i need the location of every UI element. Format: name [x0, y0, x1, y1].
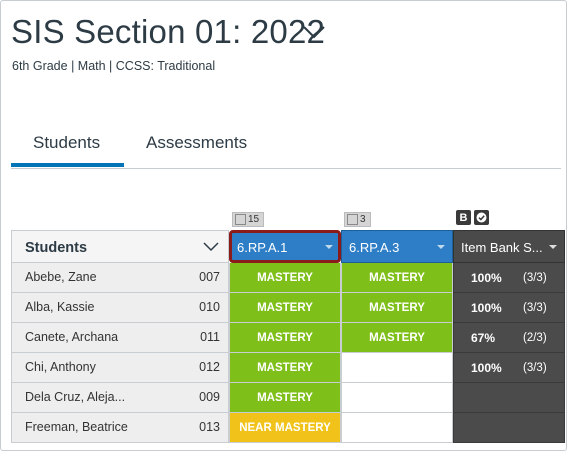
score-cell[interactable]	[341, 353, 453, 383]
student-name: Alba, Kassie	[25, 300, 95, 314]
section-title: SIS Section 01: 2022	[11, 13, 326, 50]
student-row[interactable]: Freeman, Beatrice 013	[11, 413, 229, 443]
score-percent: 100%	[471, 360, 502, 375]
caret-down-icon[interactable]	[325, 245, 333, 249]
student-id: 013	[199, 420, 220, 434]
check-circle-icon	[474, 210, 489, 225]
score-cell[interactable]: MASTERY	[229, 383, 341, 413]
score-cell[interactable]: 100% (3/3)	[453, 353, 565, 383]
student-id: 011	[200, 330, 220, 344]
score-cell[interactable]: 67% (2/3)	[453, 323, 565, 353]
document-icon	[235, 213, 246, 225]
score-fraction: (2/3)	[523, 331, 547, 344]
score-percent: 100%	[471, 270, 502, 285]
active-tab-indicator	[11, 163, 124, 167]
section-subtitle: 6th Grade | Math | CCSS: Traditional	[12, 59, 216, 73]
score-cell[interactable]	[453, 413, 565, 443]
tab-bar: Students Assessments	[11, 125, 561, 169]
score-cell[interactable]: MASTERY	[229, 353, 341, 383]
student-name: Abebe, Zane	[25, 270, 97, 284]
column-header-6rpa3[interactable]: 6.RP.A.3	[341, 230, 453, 263]
gradebook-grid: Students Abebe, Zane 007 Alba, Kassie 010 …	[11, 230, 566, 450]
column-header-label: 6.RP.A.1	[237, 240, 288, 255]
score-cell[interactable]: 100% (3/3)	[453, 293, 565, 323]
caret-down-icon[interactable]	[437, 245, 445, 249]
score-cell[interactable]: MASTERY	[341, 293, 453, 323]
assessment-count-badge: 15	[232, 211, 265, 227]
score-cell[interactable]: MASTERY	[229, 323, 341, 353]
score-cell[interactable]: MASTERY	[341, 323, 453, 353]
student-id: 009	[199, 390, 220, 404]
score-fraction: (3/3)	[523, 301, 547, 314]
student-name: Dela Cruz, Aleja...	[25, 390, 126, 404]
student-name: Freeman, Beatrice	[25, 420, 128, 434]
score-fraction: (3/3)	[523, 271, 547, 284]
column-header-6rpa1[interactable]: 6.RP.A.1	[229, 230, 341, 263]
score-cell[interactable]	[341, 413, 453, 443]
score-cell[interactable]	[453, 383, 565, 413]
student-id: 007	[199, 270, 220, 284]
score-cell[interactable]: 100% (3/3)	[453, 263, 565, 293]
student-row[interactable]: Abebe, Zane 007	[11, 263, 229, 293]
score-fraction: (3/3)	[523, 361, 547, 374]
score-cell[interactable]	[341, 383, 453, 413]
b-icon: B	[456, 210, 471, 225]
score-percent: 67%	[471, 330, 496, 345]
tab-students[interactable]: Students	[33, 133, 101, 152]
score-cell[interactable]: MASTERY	[229, 263, 341, 293]
students-header-label: Students	[25, 240, 88, 256]
score-cell[interactable]: MASTERY	[229, 293, 341, 323]
student-row[interactable]: Alba, Kassie 010	[11, 293, 229, 323]
chevron-down-icon[interactable]	[202, 241, 220, 253]
score-cell[interactable]: NEAR MASTERY	[229, 413, 341, 443]
score-percent: 100%	[471, 300, 502, 315]
student-name: Chi, Anthony	[25, 360, 96, 374]
student-id: 012	[199, 360, 220, 374]
student-row[interactable]: Dela Cruz, Aleja... 009	[11, 383, 229, 413]
student-row[interactable]: Canete, Archana 011	[11, 323, 229, 353]
student-name: Canete, Archana	[25, 330, 119, 344]
chevron-down-icon[interactable]	[301, 23, 327, 41]
column-header-label: Item Bank S...	[461, 240, 543, 255]
column-header-label: 6.RP.A.3	[349, 240, 400, 255]
document-icon	[347, 213, 358, 225]
column-header-item-bank[interactable]: Item Bank S...	[453, 230, 565, 263]
student-row[interactable]: Chi, Anthony 012	[11, 353, 229, 383]
students-column-header[interactable]: Students	[11, 230, 229, 263]
score-cell[interactable]: MASTERY	[341, 263, 453, 293]
assessment-count-badge: 3	[344, 211, 371, 227]
student-id: 010	[199, 300, 220, 314]
caret-down-icon[interactable]	[549, 245, 557, 249]
tab-assessments[interactable]: Assessments	[146, 133, 248, 152]
item-bank-badges: B	[456, 210, 489, 225]
